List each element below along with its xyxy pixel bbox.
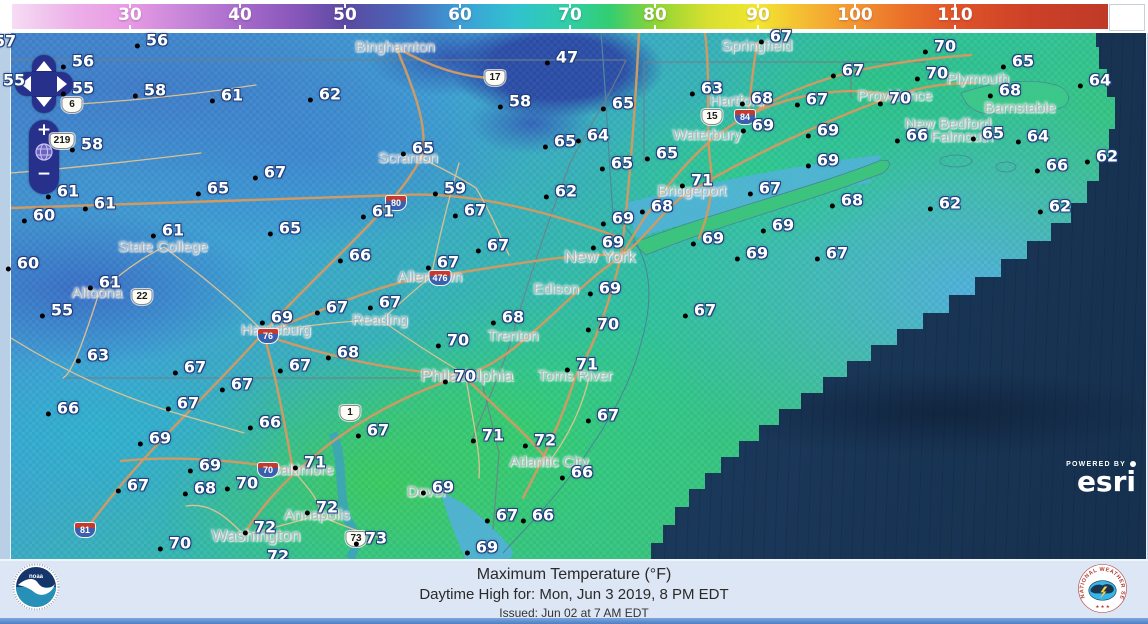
basemap-lines: [11, 33, 1070, 559]
scale-gradient: [12, 4, 1108, 29]
marthas-vineyard: [939, 154, 973, 168]
pan-control: [15, 55, 73, 113]
temperature-scale: 30 40 50 60 70 80 90 100 110: [0, 0, 1148, 34]
scale-tick-mark: [654, 4, 656, 8]
esri-logo: esri: [1076, 465, 1136, 498]
forecast-map[interactable]: POWERED BY esri + −: [10, 33, 1147, 559]
bottom-border: [0, 618, 1148, 624]
scale-tick-mark: [459, 25, 461, 29]
esri-attribution[interactable]: POWERED BY esri: [1066, 461, 1136, 498]
long-island: [632, 159, 890, 256]
scale-tick-label: 110: [937, 5, 973, 25]
footer-bar: Maximum Temperature (°F) Daytime High fo…: [0, 559, 1148, 620]
zoom-in-button[interactable]: +: [36, 120, 52, 140]
cape-cod: [960, 80, 1070, 115]
pan-right-button[interactable]: [57, 76, 67, 92]
scale-tick-label: 90: [746, 5, 770, 25]
chesapeake-bay: [328, 431, 360, 559]
map-title: Maximum Temperature (°F): [476, 566, 672, 583]
scale-tick-mark: [344, 4, 346, 8]
pan-down-button[interactable]: [36, 97, 52, 107]
nantucket: [995, 161, 1017, 173]
zoom-out-button[interactable]: −: [36, 164, 52, 184]
delaware-bay: [441, 493, 513, 559]
scale-tick-label: 60: [448, 5, 472, 25]
scale-tick-label: 40: [228, 5, 252, 25]
scale-tick-mark: [129, 25, 131, 29]
scale-tick-mark: [569, 25, 571, 29]
scale-tick-mark: [954, 4, 956, 8]
scale-tick-mark: [344, 25, 346, 29]
globe-icon[interactable]: [34, 142, 54, 162]
nj-coastline: [502, 214, 650, 554]
valid-time: Daytime High for: Mon, Jun 3 2019, 8 PM …: [419, 586, 729, 603]
noaa-logo: noaa: [12, 563, 60, 611]
scale-tick-label: 70: [558, 5, 582, 25]
svg-text:noaa: noaa: [29, 574, 44, 580]
scale-tick-mark: [239, 4, 241, 8]
nws-logo: NATIONAL WEATHER SERVICE ★ ★ ★: [1078, 564, 1127, 613]
scale-tick-mark: [239, 25, 241, 29]
scale-tick-mark: [854, 25, 856, 29]
zoom-control: + −: [29, 120, 59, 194]
scale-tick-mark: [954, 25, 956, 29]
scale-endbox: [1109, 4, 1145, 31]
scale-tick-label: 30: [118, 5, 142, 25]
scale-tick-mark: [129, 4, 131, 8]
scale-tick-mark: [757, 4, 759, 8]
powered-by-label: POWERED BY: [1066, 461, 1136, 468]
svg-text:★ ★ ★: ★ ★ ★: [1095, 604, 1109, 609]
pan-left-button[interactable]: [21, 76, 31, 92]
pan-up-button[interactable]: [36, 61, 52, 71]
minor-roads: [11, 84, 590, 539]
scale-tick-mark: [654, 25, 656, 29]
issued-time: Issued: Jun 02 at 7 AM EDT: [499, 606, 649, 620]
scale-tick-mark: [854, 4, 856, 8]
scale-tick-label: 80: [643, 5, 667, 25]
state-borders: [11, 59, 926, 531]
long-island-sound: [626, 155, 881, 238]
scale-tick-mark: [459, 4, 461, 8]
scale-tick-label: 50: [333, 5, 357, 25]
hudson-river: [600, 33, 614, 216]
scale-tick-mark: [569, 4, 571, 8]
scale-tick-mark: [757, 25, 759, 29]
scale-tick-label: 100: [837, 5, 873, 25]
